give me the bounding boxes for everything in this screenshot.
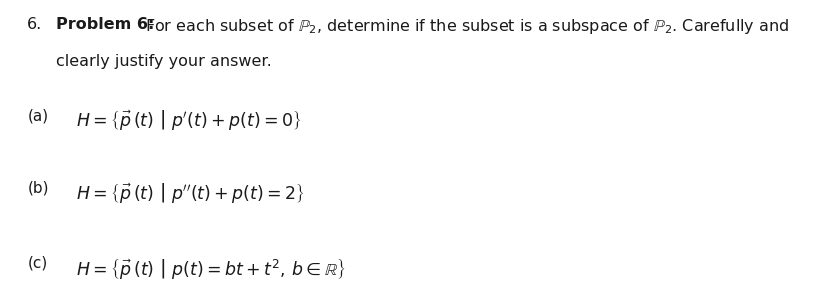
Text: $H = \left\{\vec{p}\,(t)\ \middle|\ p(t) = bt + t^2,\, b \in \mathbb{R}\right\}$: $H = \left\{\vec{p}\,(t)\ \middle|\ p(t)… [76,256,346,281]
Text: Problem 6:: Problem 6: [56,17,155,32]
Text: clearly justify your answer.: clearly justify your answer. [56,54,272,69]
Text: (c): (c) [27,256,47,271]
Text: For each subset of $\mathbb{P}_2$, determine if the subset is a subspace of $\ma: For each subset of $\mathbb{P}_2$, deter… [145,17,789,36]
Text: (a): (a) [27,108,49,123]
Text: $H = \left\{\vec{p}\,(t)\ \middle|\ p''(t) + p(t) = 2\right\}$: $H = \left\{\vec{p}\,(t)\ \middle|\ p''(… [76,181,304,205]
Text: $H = \left\{\vec{p}\,(t)\ \middle|\ p'(t) + p(t) = 0\right\}$: $H = \left\{\vec{p}\,(t)\ \middle|\ p'(t… [76,108,301,132]
Text: 6.: 6. [27,17,42,32]
Text: (b): (b) [27,181,49,196]
